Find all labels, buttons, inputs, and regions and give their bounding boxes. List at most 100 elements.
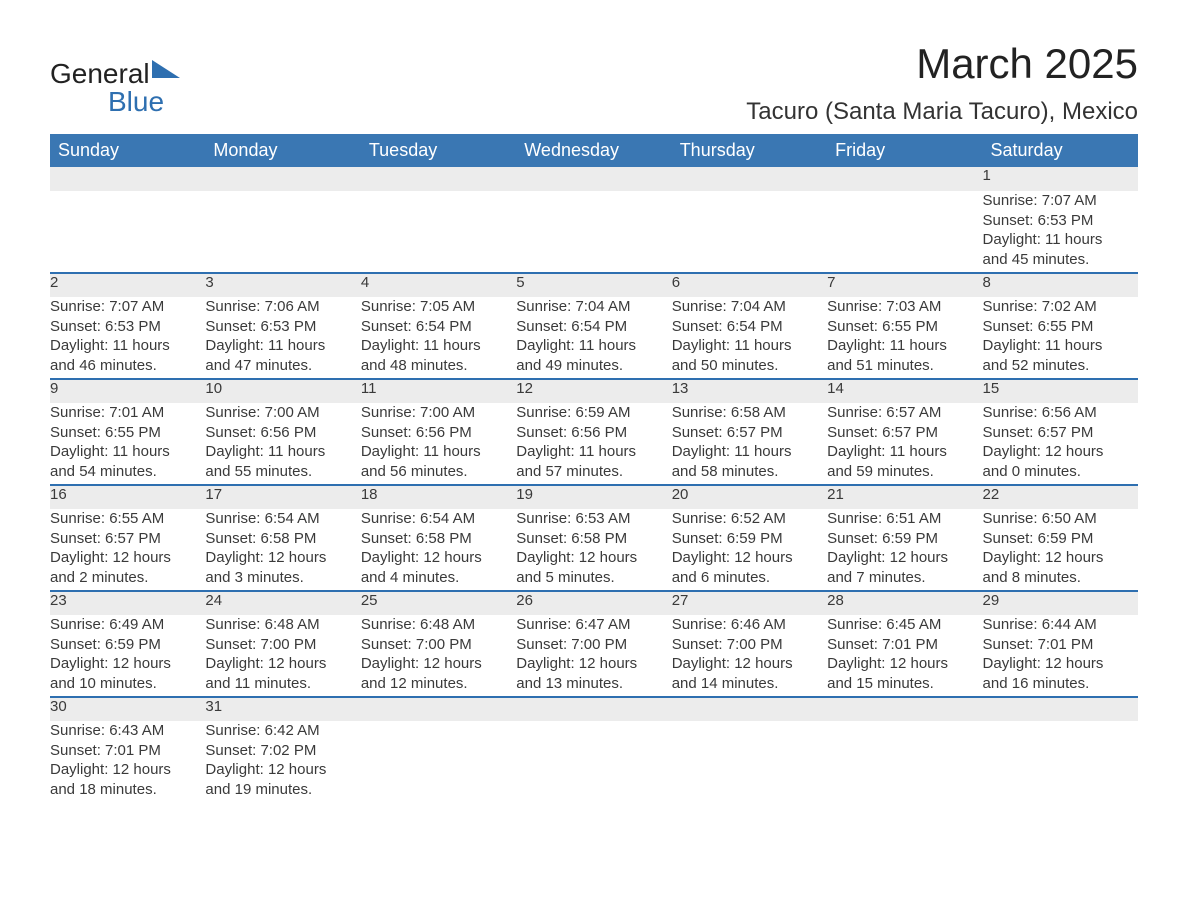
sunset-text: Sunset: 7:00 PM bbox=[516, 635, 671, 655]
day-number-cell bbox=[672, 167, 827, 191]
day-number-cell: 15 bbox=[983, 379, 1138, 403]
daylight-text-1: Daylight: 11 hours bbox=[672, 336, 827, 356]
sunrise-text: Sunrise: 6:42 AM bbox=[205, 721, 360, 741]
daylight-text-1: Daylight: 12 hours bbox=[516, 654, 671, 674]
sunset-text: Sunset: 6:54 PM bbox=[672, 317, 827, 337]
sunrise-text: Sunrise: 7:03 AM bbox=[827, 297, 982, 317]
daylight-text-2: and 48 minutes. bbox=[361, 356, 516, 376]
dow-header: Saturday bbox=[983, 134, 1138, 167]
day-number-cell bbox=[516, 697, 671, 721]
daynum-row: 9101112131415 bbox=[50, 379, 1138, 403]
sunset-text: Sunset: 6:54 PM bbox=[516, 317, 671, 337]
daylight-text-1: Daylight: 11 hours bbox=[516, 336, 671, 356]
day-number-cell: 5 bbox=[516, 273, 671, 297]
daylight-text-2: and 54 minutes. bbox=[50, 462, 205, 482]
sunset-text: Sunset: 6:55 PM bbox=[983, 317, 1138, 337]
logo-general: General bbox=[50, 58, 150, 89]
sunrise-text: Sunrise: 6:53 AM bbox=[516, 509, 671, 529]
sunrise-text: Sunrise: 7:04 AM bbox=[516, 297, 671, 317]
day-detail-cell: Sunrise: 6:45 AMSunset: 7:01 PMDaylight:… bbox=[827, 615, 982, 697]
daylight-text-2: and 12 minutes. bbox=[361, 674, 516, 694]
day-number-cell: 27 bbox=[672, 591, 827, 615]
daylight-text-2: and 4 minutes. bbox=[361, 568, 516, 588]
calendar-header-row: Sunday Monday Tuesday Wednesday Thursday… bbox=[50, 134, 1138, 167]
day-number-cell bbox=[983, 697, 1138, 721]
day-number-cell: 11 bbox=[361, 379, 516, 403]
sunset-text: Sunset: 6:57 PM bbox=[827, 423, 982, 443]
daylight-text-2: and 11 minutes. bbox=[205, 674, 360, 694]
day-detail-cell: Sunrise: 6:48 AMSunset: 7:00 PMDaylight:… bbox=[205, 615, 360, 697]
detail-row: Sunrise: 7:07 AMSunset: 6:53 PMDaylight:… bbox=[50, 191, 1138, 273]
daylight-text-2: and 47 minutes. bbox=[205, 356, 360, 376]
day-number-cell bbox=[361, 697, 516, 721]
daylight-text-1: Daylight: 11 hours bbox=[983, 230, 1138, 250]
sunrise-text: Sunrise: 6:51 AM bbox=[827, 509, 982, 529]
sunset-text: Sunset: 6:58 PM bbox=[205, 529, 360, 549]
day-number-cell bbox=[516, 167, 671, 191]
sunset-text: Sunset: 6:56 PM bbox=[516, 423, 671, 443]
sunrise-text: Sunrise: 7:07 AM bbox=[50, 297, 205, 317]
sunset-text: Sunset: 6:56 PM bbox=[361, 423, 516, 443]
daylight-text-2: and 16 minutes. bbox=[983, 674, 1138, 694]
sunrise-text: Sunrise: 7:00 AM bbox=[205, 403, 360, 423]
sunset-text: Sunset: 6:57 PM bbox=[50, 529, 205, 549]
sunrise-text: Sunrise: 6:49 AM bbox=[50, 615, 205, 635]
day-number-cell: 22 bbox=[983, 485, 1138, 509]
daylight-text-1: Daylight: 12 hours bbox=[827, 548, 982, 568]
daynum-row: 2345678 bbox=[50, 273, 1138, 297]
sunset-text: Sunset: 6:53 PM bbox=[983, 211, 1138, 231]
sunrise-text: Sunrise: 6:55 AM bbox=[50, 509, 205, 529]
daylight-text-2: and 49 minutes. bbox=[516, 356, 671, 376]
calendar-body: 1Sunrise: 7:07 AMSunset: 6:53 PMDaylight… bbox=[50, 167, 1138, 803]
day-detail-cell: Sunrise: 6:47 AMSunset: 7:00 PMDaylight:… bbox=[516, 615, 671, 697]
daylight-text-2: and 50 minutes. bbox=[672, 356, 827, 376]
day-number-cell bbox=[672, 697, 827, 721]
day-detail-cell bbox=[516, 191, 671, 273]
sunset-text: Sunset: 7:02 PM bbox=[205, 741, 360, 761]
day-detail-cell: Sunrise: 6:50 AMSunset: 6:59 PMDaylight:… bbox=[983, 509, 1138, 591]
daylight-text-1: Daylight: 12 hours bbox=[672, 654, 827, 674]
logo-triangle-icon bbox=[152, 60, 180, 78]
daylight-text-1: Daylight: 12 hours bbox=[205, 654, 360, 674]
detail-row: Sunrise: 7:01 AMSunset: 6:55 PMDaylight:… bbox=[50, 403, 1138, 485]
day-number-cell bbox=[827, 697, 982, 721]
location: Tacuro (Santa Maria Tacuro), Mexico bbox=[746, 98, 1138, 126]
daynum-row: 16171819202122 bbox=[50, 485, 1138, 509]
day-detail-cell: Sunrise: 7:04 AMSunset: 6:54 PMDaylight:… bbox=[516, 297, 671, 379]
daylight-text-1: Daylight: 12 hours bbox=[50, 654, 205, 674]
day-detail-cell: Sunrise: 7:01 AMSunset: 6:55 PMDaylight:… bbox=[50, 403, 205, 485]
daylight-text-1: Daylight: 12 hours bbox=[983, 442, 1138, 462]
day-detail-cell: Sunrise: 7:00 AMSunset: 6:56 PMDaylight:… bbox=[205, 403, 360, 485]
day-number-cell: 29 bbox=[983, 591, 1138, 615]
daylight-text-2: and 56 minutes. bbox=[361, 462, 516, 482]
day-number-cell: 14 bbox=[827, 379, 982, 403]
daylight-text-1: Daylight: 12 hours bbox=[361, 548, 516, 568]
day-detail-cell: Sunrise: 7:07 AMSunset: 6:53 PMDaylight:… bbox=[983, 191, 1138, 273]
day-detail-cell: Sunrise: 6:53 AMSunset: 6:58 PMDaylight:… bbox=[516, 509, 671, 591]
day-detail-cell: Sunrise: 6:54 AMSunset: 6:58 PMDaylight:… bbox=[205, 509, 360, 591]
day-number-cell bbox=[205, 167, 360, 191]
dow-header: Thursday bbox=[672, 134, 827, 167]
day-detail-cell bbox=[361, 721, 516, 803]
title-block: March 2025 Tacuro (Santa Maria Tacuro), … bbox=[746, 40, 1138, 126]
sunrise-text: Sunrise: 7:02 AM bbox=[983, 297, 1138, 317]
logo-blue: Blue bbox=[108, 86, 164, 117]
daylight-text-1: Daylight: 12 hours bbox=[516, 548, 671, 568]
day-number-cell: 30 bbox=[50, 697, 205, 721]
day-number-cell: 8 bbox=[983, 273, 1138, 297]
daynum-row: 23242526272829 bbox=[50, 591, 1138, 615]
sunrise-text: Sunrise: 6:56 AM bbox=[983, 403, 1138, 423]
sunset-text: Sunset: 7:01 PM bbox=[983, 635, 1138, 655]
day-number-cell: 6 bbox=[672, 273, 827, 297]
daylight-text-1: Daylight: 11 hours bbox=[361, 336, 516, 356]
sunrise-text: Sunrise: 7:01 AM bbox=[50, 403, 205, 423]
daylight-text-2: and 7 minutes. bbox=[827, 568, 982, 588]
daylight-text-2: and 59 minutes. bbox=[827, 462, 982, 482]
day-number-cell: 7 bbox=[827, 273, 982, 297]
day-detail-cell bbox=[205, 191, 360, 273]
day-detail-cell: Sunrise: 6:54 AMSunset: 6:58 PMDaylight:… bbox=[361, 509, 516, 591]
sunset-text: Sunset: 6:53 PM bbox=[50, 317, 205, 337]
sunrise-text: Sunrise: 6:48 AM bbox=[361, 615, 516, 635]
sunrise-text: Sunrise: 6:59 AM bbox=[516, 403, 671, 423]
daylight-text-1: Daylight: 11 hours bbox=[361, 442, 516, 462]
